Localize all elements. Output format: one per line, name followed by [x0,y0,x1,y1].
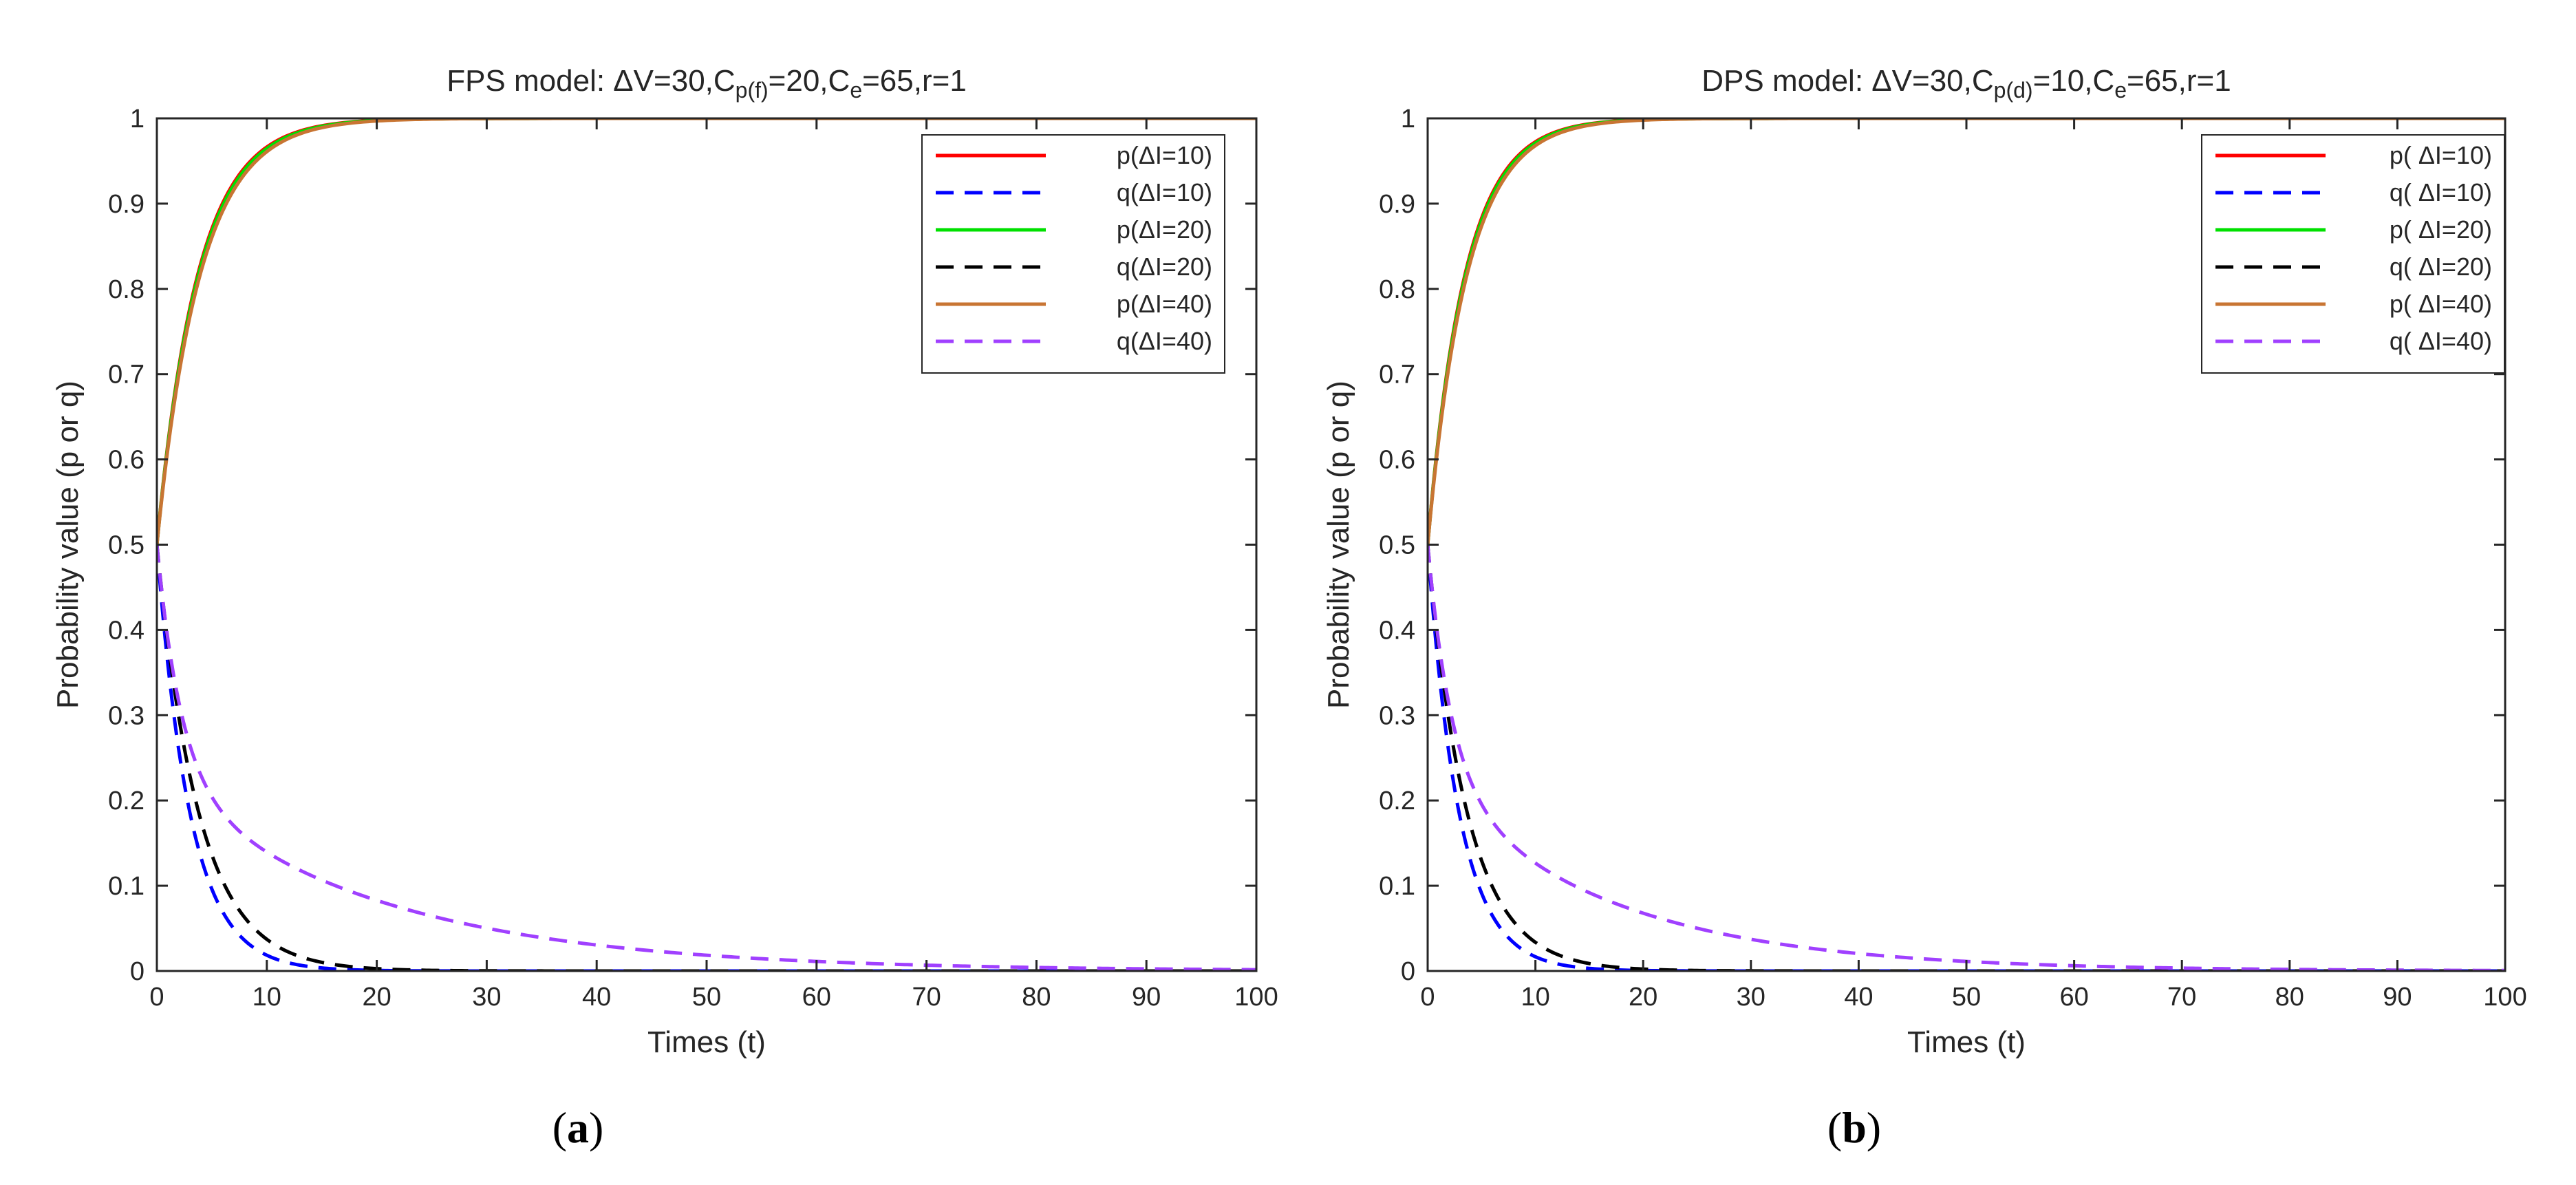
y-tick-label: 1 [130,105,144,134]
chart-panel-b: 0 10 20 30 40 50 60 70 80 90 100 0 0.1 0.2 0.3 0.4 0.5 0.… [1322,64,2527,1152]
x-tick-label: 60 [802,983,831,1012]
chart-title: FPS model: ΔV=30,Cp(f)=20,Ce=65,r=1 [447,64,967,103]
y-axis-label: Probability value (p or q) [1322,381,1355,709]
legend: p(ΔI=10) q(ΔI=10) p(ΔI=20) q(ΔI=20) p(ΔI=40)… [921,134,1225,374]
legend-label: q( ΔI=10) [2390,178,2492,206]
y-tick-label: 0.1 [1379,872,1415,901]
y-tick-label: 0.5 [1379,531,1415,560]
title-subscript: p(f) [736,78,769,103]
x-tick-label: 100 [1234,983,1278,1012]
x-tick-label: 80 [1022,983,1051,1012]
y-tick-label: 0.4 [108,616,144,645]
x-tick-label: 80 [2275,983,2304,1012]
y-tick-label: 0.9 [108,190,144,219]
legend-box [921,134,1225,374]
y-tick-label: 0.7 [108,361,144,389]
y-tick-label: 0.8 [108,275,144,304]
legend-label: p(ΔI=10) [1117,141,1212,169]
chart-title: DPS model: ΔV=30,Cp(d)=10,Ce=65,r=1 [1702,64,2231,103]
title-text: FPS model: ΔV=30,C [447,64,735,98]
y-tick-label: 0.7 [1379,361,1415,389]
y-tick-label: 0.6 [1379,446,1415,475]
x-tick-label: 60 [2059,983,2088,1012]
x-tick-label: 20 [362,983,391,1012]
x-tick-label: 10 [253,983,281,1012]
title-text: =65,r=1 [862,64,967,98]
series-line-4 [157,118,1256,545]
y-tick-label: 0.6 [108,446,144,475]
x-tick-label: 40 [582,983,611,1012]
legend-label: q(ΔI=20) [1117,253,1212,281]
y-tick-label: 0.5 [108,531,144,560]
x-tick-label: 70 [2167,983,2196,1012]
series-group [157,118,1256,971]
y-tick-label: 0.2 [108,787,144,815]
legend-label: q( ΔI=40) [2390,327,2492,355]
x-tick-label: 30 [472,983,501,1012]
x-tick-label: 0 [149,983,164,1012]
legend-label: p(ΔI=20) [1117,215,1212,244]
x-tick-label: 20 [1629,983,1657,1012]
x-tick-label: 90 [1132,983,1161,1012]
series-line-3 [1428,544,2505,971]
y-tick-label: 0.3 [1379,701,1415,730]
legend-label: q(ΔI=10) [1117,178,1212,206]
legend-label: q(ΔI=40) [1117,327,1212,355]
title-text: =10,C [2033,64,2115,98]
title-subscript: e [2114,78,2127,103]
title-text: DPS model: ΔV=30,C [1702,64,1993,98]
legend-label: p( ΔI=20) [2390,215,2492,244]
x-tick-label: 100 [2483,983,2526,1012]
y-tick-label: 0.3 [108,701,144,730]
y-tick-label: 0 [1401,957,1415,986]
y-tick-label: 0 [130,957,144,986]
title-text: =20,C [769,64,850,98]
x-axis-label: Times (t) [647,1025,766,1059]
x-tick-label: 40 [1844,983,1873,1012]
title-subscript: e [850,78,862,103]
legend-label: p( ΔI=40) [2390,290,2492,318]
y-tick-label: 0.1 [108,872,144,901]
x-tick-label: 0 [1420,983,1435,1012]
x-tick-label: 30 [1737,983,1765,1012]
series-line-3 [157,544,1256,971]
x-tick-label: 70 [912,983,941,1012]
x-tick-label: 50 [1952,983,1981,1012]
legend-label: p( ΔI=10) [2390,141,2492,169]
y-tick-label: 1 [1401,105,1415,134]
legend: p( ΔI=10) q( ΔI=10) p( ΔI=20) q( ΔI=20) p( Δ… [2201,134,2505,374]
x-axis-label: Times (t) [1907,1025,2026,1059]
chart-panel-a: 0 10 20 30 40 50 60 70 80 90 100 0 0.1 0.2 0.3 0.4 0.5 0.… [51,64,1278,1152]
legend-label: q( ΔI=20) [2390,253,2492,281]
series-line-4 [1428,118,2505,545]
panel-caption: (a) [552,1103,604,1152]
y-axis-label: Probability value (p or q) [51,381,85,709]
title-text: =65,r=1 [2127,64,2231,98]
x-tick-label: 90 [2383,983,2412,1012]
panel-caption: (b) [1827,1103,1881,1152]
legend-box [2201,134,2505,374]
y-tick-label: 0.4 [1379,616,1415,645]
y-tick-label: 0.2 [1379,787,1415,815]
y-tick-label: 0.9 [1379,190,1415,219]
series-line-5 [157,544,1256,971]
x-tick-label: 10 [1521,983,1549,1012]
y-tick-label: 0.8 [1379,275,1415,304]
title-subscript: p(d) [1994,78,2033,103]
x-tick-label: 50 [692,983,721,1012]
legend-label: p(ΔI=40) [1117,290,1212,318]
